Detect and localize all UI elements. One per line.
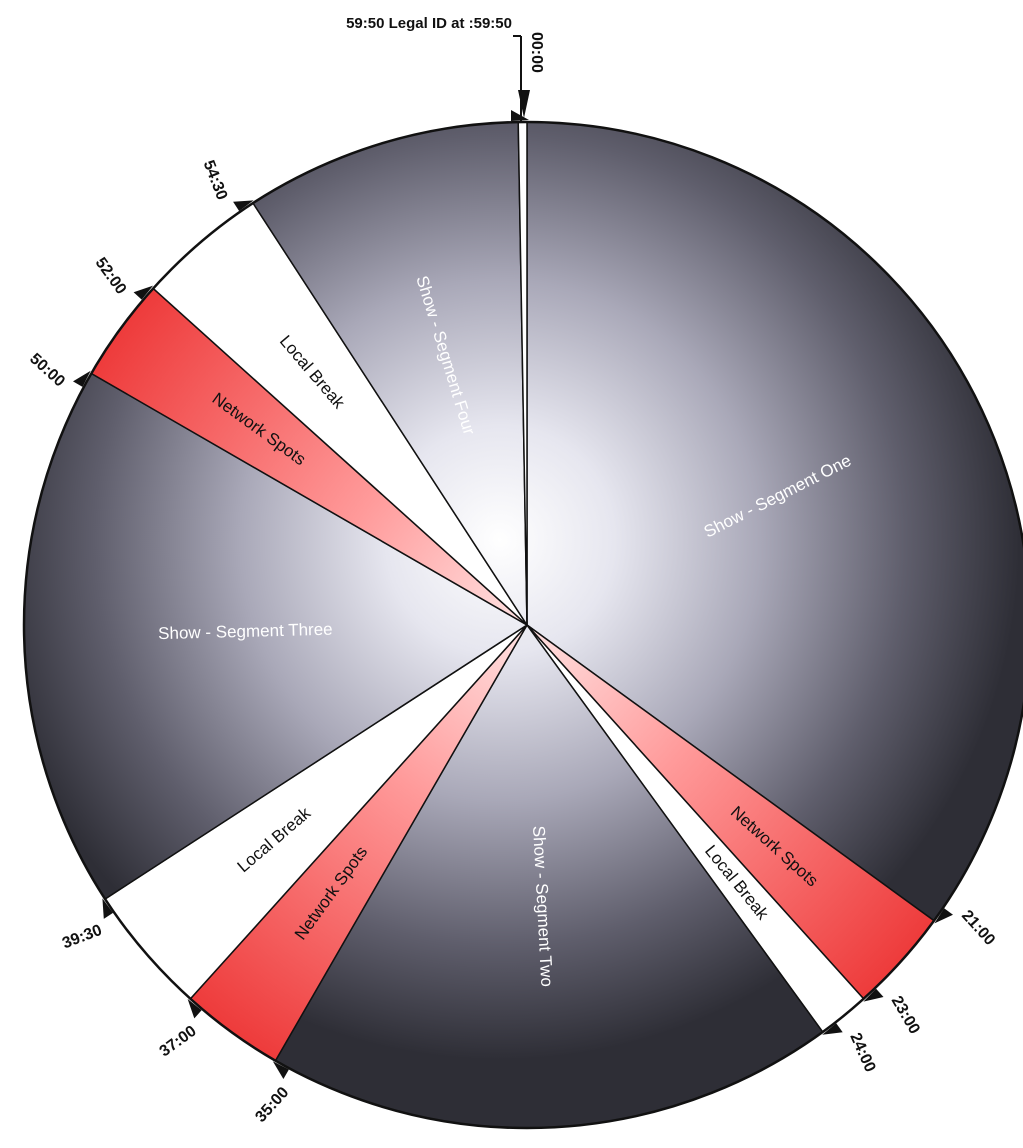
marker-label-0: 00:00 xyxy=(528,32,545,73)
marker-label-6: 39:30 xyxy=(60,922,104,953)
marker-label-8: 52:00 xyxy=(92,255,130,298)
marker-arrow-4 xyxy=(272,1061,289,1079)
marker-label-7: 50:00 xyxy=(26,350,68,390)
segment-label-6: Show - Segment Three xyxy=(158,620,333,644)
marker-label-3: 24:00 xyxy=(846,1030,878,1074)
clock-outer-ring xyxy=(22,120,1023,1130)
marker-arrow-1 xyxy=(934,908,953,924)
marker-label-1: 21:00 xyxy=(958,907,998,949)
marker-label-4: 35:00 xyxy=(252,1084,292,1126)
marker-arrow-3 xyxy=(822,1023,843,1035)
marker-arrow-9 xyxy=(233,200,254,211)
marker-arrow-6 xyxy=(102,898,113,919)
marker-label-5: 37:00 xyxy=(157,1023,200,1061)
marker-arrow-5 xyxy=(187,998,202,1019)
legal-id-label: 59:50 Legal ID at :59:50 xyxy=(346,15,512,32)
marker-arrow-7 xyxy=(73,370,91,387)
clock-segments xyxy=(23,121,1023,1129)
marker-label-9: 54:30 xyxy=(200,158,231,202)
marker-arrow-2 xyxy=(863,988,884,1002)
marker-label-2: 23:00 xyxy=(888,993,923,1037)
marker-arrow-top xyxy=(518,90,530,118)
marker-arrow-8 xyxy=(133,285,154,300)
